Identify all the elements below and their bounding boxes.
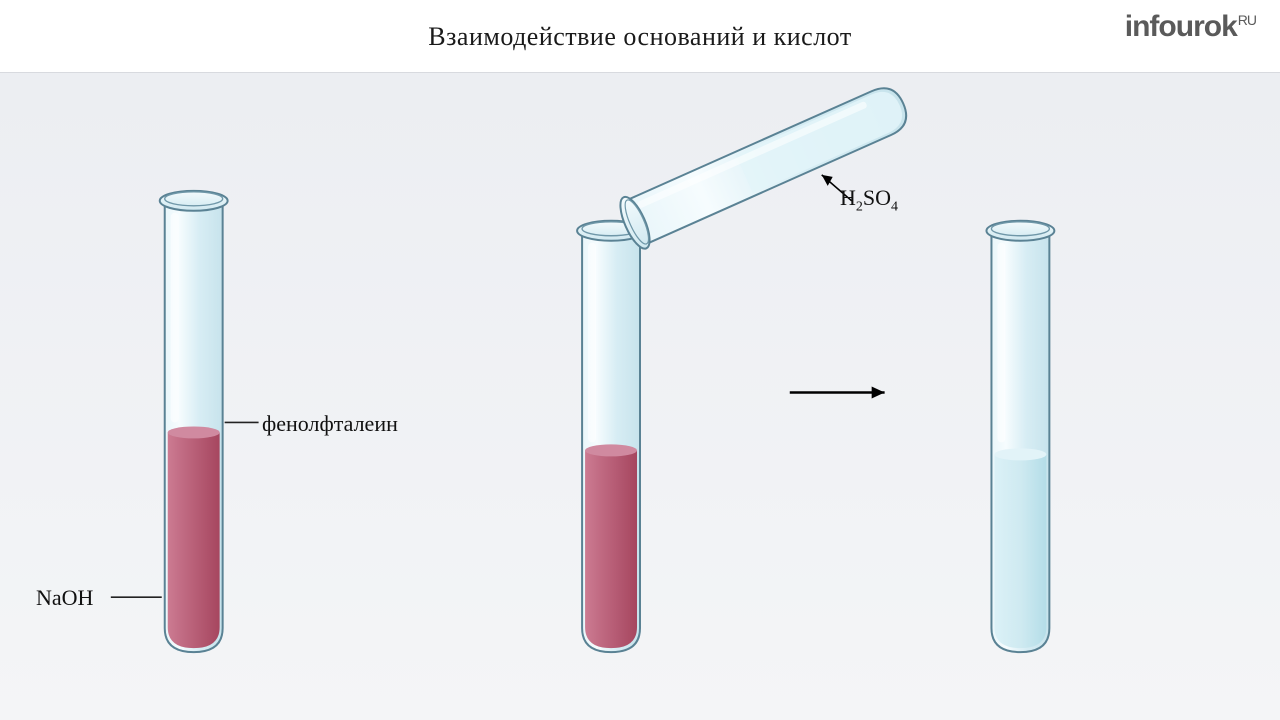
h2so4-part-so: SO xyxy=(863,185,891,210)
h2so4-part-h: H xyxy=(840,185,856,210)
diagram-stage: NaOH фенолфталеин H2SO4 xyxy=(0,72,1280,720)
logo-part-1: info xyxy=(1125,10,1176,43)
h2so4-sub-4: 4 xyxy=(891,199,898,214)
logo-part-2: u xyxy=(1176,10,1193,43)
test-tube-h2so4-pouring xyxy=(615,78,915,253)
test-tube-naoh xyxy=(160,191,228,652)
logo-superscript: RU xyxy=(1238,12,1256,28)
h2so4-sub-2: 2 xyxy=(856,199,863,214)
diagram-canvas xyxy=(0,73,1280,720)
label-h2so4: H2SO4 xyxy=(840,185,898,215)
reaction-arrow xyxy=(790,387,885,399)
label-phenolphthalein: фенолфталеин xyxy=(262,411,398,437)
logo-part-3: rok xyxy=(1193,10,1237,43)
test-tube-mixing xyxy=(577,221,645,652)
brand-logo: infourokRU xyxy=(1125,10,1256,44)
page-title: Взаимодействие оснований и кислот xyxy=(428,22,851,52)
test-tube-result xyxy=(986,221,1054,652)
label-naoh: NaOH xyxy=(36,585,93,611)
